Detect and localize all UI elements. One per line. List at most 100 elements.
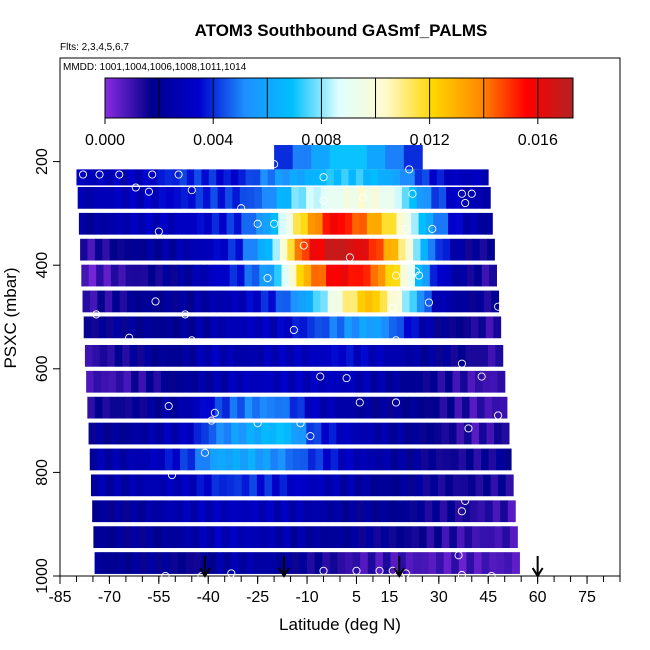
heatmap-cell [152, 212, 161, 235]
heatmap-cell [311, 145, 331, 170]
heatmap-cell [276, 552, 285, 574]
heatmap-cell [422, 169, 430, 186]
heatmap-cell [450, 344, 459, 367]
heatmap-cell [394, 290, 403, 313]
heatmap-cell [137, 500, 146, 523]
heatmap-cell [400, 474, 409, 497]
heatmap-cell [235, 238, 244, 261]
heatmap-cell [381, 422, 390, 445]
heatmap-cell [466, 552, 475, 574]
heatmap-cell [117, 396, 126, 419]
heatmap-cell [444, 264, 453, 287]
heatmap-cell [211, 344, 220, 367]
heatmap-cell [199, 396, 208, 419]
heatmap-cell [366, 145, 386, 170]
heatmap-cell [91, 169, 99, 186]
heatmap-cell [359, 316, 368, 339]
heatmap-cell [158, 316, 167, 339]
heatmap-cell [398, 448, 407, 471]
heatmap-cell [458, 552, 467, 574]
heatmap-cell [362, 370, 371, 393]
heatmap-cell [446, 290, 455, 313]
heatmap-cell [238, 552, 247, 574]
heatmap-cell [246, 290, 254, 313]
heatmap-cell [167, 344, 175, 367]
heatmap-cell [418, 422, 427, 445]
heatmap-cell [273, 370, 281, 393]
heatmap-cell [241, 344, 250, 367]
heatmap-cell [271, 344, 280, 367]
heatmap-cell [97, 448, 106, 471]
heatmap-cell [269, 552, 278, 574]
heatmap-cell [98, 316, 107, 339]
heatmap-cell [302, 238, 310, 261]
heatmap-cell [426, 316, 435, 339]
heatmap-cell [355, 370, 364, 393]
heatmap-cell [263, 212, 272, 235]
heatmap-cell [108, 370, 117, 393]
heatmap-cell [354, 474, 363, 497]
heatmap-cell [455, 212, 464, 235]
heatmap-cell [489, 264, 497, 287]
observation-point [391, 336, 401, 345]
heatmap-cell [135, 169, 144, 186]
heatmap-cell [422, 370, 431, 393]
heatmap-cell [462, 500, 471, 523]
heatmap-cell [191, 238, 199, 261]
heatmap-cell [402, 396, 410, 419]
heatmap-cell [297, 396, 306, 419]
heatmap-cell [389, 212, 397, 235]
heatmap-cell [189, 212, 198, 235]
heatmap-cell [438, 186, 447, 209]
heatmap-cell [83, 169, 92, 186]
heatmap-cell [99, 186, 108, 209]
x-tick-label: 75 [578, 589, 596, 606]
heatmap-cell [428, 552, 437, 574]
heatmap-cell [409, 396, 418, 419]
heatmap-cell [415, 370, 424, 393]
heatmap-cell [216, 422, 225, 445]
heatmap-cell [447, 500, 456, 523]
heatmap-cell [443, 344, 451, 367]
heatmap-cell [297, 526, 306, 549]
heatmap-cell [476, 290, 485, 313]
heatmap-cell [77, 186, 86, 209]
heatmap-cell [231, 422, 240, 445]
heatmap-cell [315, 448, 324, 471]
heatmap-cell [147, 552, 156, 574]
heatmap-cell [204, 344, 213, 367]
heatmap-cell [352, 552, 361, 574]
heatmap-cell [234, 344, 243, 367]
heatmap-cell [287, 238, 296, 261]
heatmap-cell [492, 500, 501, 523]
heatmap-cell [256, 212, 264, 235]
heatmap-cell [333, 264, 342, 287]
heatmap-cell [235, 500, 244, 523]
heatmap-cell [293, 212, 301, 235]
heatmap-cell [112, 448, 121, 471]
heatmap-cell [304, 396, 313, 419]
heatmap-cell [138, 370, 147, 393]
heatmap-cell [381, 212, 390, 235]
heatmap-cell [267, 396, 276, 419]
heatmap-cell [132, 396, 141, 419]
heatmap-cell [337, 212, 346, 235]
heatmap-cell [313, 422, 322, 445]
heatmap-cell [435, 344, 444, 367]
heatmap-cell [307, 316, 315, 339]
heatmap-cell [319, 169, 327, 186]
heatmap-cell [248, 212, 257, 235]
heatmap-cell [91, 316, 100, 339]
heatmap-cell [102, 238, 111, 261]
heatmap-cell [394, 186, 403, 209]
heatmap-cell [205, 238, 214, 261]
heatmap-cell [258, 370, 267, 393]
heatmap-cell [89, 448, 98, 471]
heatmap-cell [387, 396, 395, 419]
heatmap-cell [472, 526, 480, 549]
heatmap-cell [267, 526, 276, 549]
heatmap-cell [87, 238, 96, 261]
heatmap-cell [192, 264, 201, 287]
observation-point [319, 566, 328, 575]
